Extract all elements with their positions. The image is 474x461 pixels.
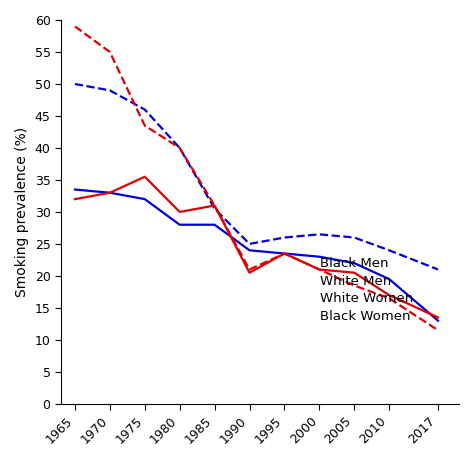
Y-axis label: Smoking prevalence (%): Smoking prevalence (%) <box>15 127 29 297</box>
Legend: Black Men, White Men, White Women, Black Women: Black Men, White Men, White Women, Black… <box>314 252 418 328</box>
